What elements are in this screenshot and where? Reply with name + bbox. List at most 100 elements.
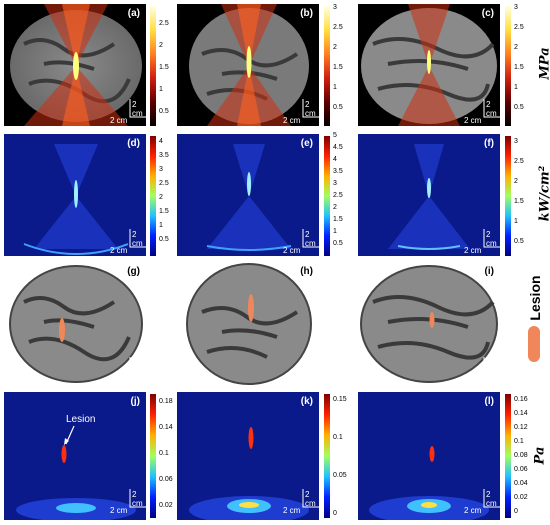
- tick: 2: [333, 204, 337, 211]
- tick: 0.1: [159, 450, 169, 457]
- tick: 0.05: [333, 472, 347, 479]
- scale-bar-v-label: 2 cm: [132, 100, 143, 118]
- tick: 2.5: [159, 180, 169, 187]
- tick: 3: [333, 4, 337, 11]
- tick: 1.5: [333, 64, 343, 71]
- tick: 1: [333, 228, 337, 235]
- scale-bar-h-label: 2 cm: [110, 506, 128, 515]
- scale-bar-v-label: 2 cm: [132, 490, 143, 508]
- pressure-field-image: [189, 4, 309, 126]
- tick: 0.18: [159, 398, 173, 405]
- tick: 0: [514, 508, 518, 515]
- tick: 3: [159, 166, 163, 173]
- tick: 0: [333, 510, 337, 517]
- scale-bar-h-label: 2 cm: [283, 374, 301, 383]
- scale-bar-h-label: 2 cm: [464, 506, 482, 515]
- scale-bar-h-label: 2 cm: [283, 506, 301, 515]
- panel-g: (g) 2 cm 2 cm: [4, 262, 146, 386]
- unit-pa: Pa: [532, 446, 548, 465]
- tick: 1: [159, 86, 163, 93]
- tick: 0.1: [514, 438, 524, 445]
- tick: 3: [514, 4, 518, 11]
- tick: 1.5: [514, 64, 524, 71]
- scale-bar-v-label: 2 cm: [486, 490, 497, 508]
- scale-bar-v-label: 2 cm: [132, 230, 143, 248]
- tick: 0.06: [514, 466, 528, 473]
- scale-bar-h-label: 2 cm: [110, 246, 128, 255]
- tick: 4: [333, 156, 337, 163]
- panel-label: (e): [300, 138, 313, 149]
- intensity-field-image: [23, 144, 129, 255]
- panel-label: (f): [484, 138, 494, 149]
- tick: 2.5: [333, 24, 343, 31]
- panel-k: (k) 2 cm 2 cm: [177, 392, 319, 520]
- panel-a: (a) 2 cm 2 cm: [4, 4, 146, 126]
- pressure-field-image: [361, 4, 497, 126]
- colorbar-l: [505, 394, 511, 518]
- tick: 0.02: [159, 502, 173, 509]
- tick: 0.15: [333, 396, 347, 403]
- lesion-shape: [429, 312, 435, 328]
- tick: 1: [159, 222, 163, 229]
- panel-label: (h): [300, 266, 313, 277]
- colorbar-c: [505, 6, 511, 126]
- colorbar-k: [324, 394, 330, 518]
- colorbar-j: [150, 394, 156, 518]
- tick: 0.14: [514, 410, 528, 417]
- tick: 1: [333, 84, 337, 91]
- scale-bar-v-label: 2 cm: [305, 100, 316, 118]
- tick: 2.5: [159, 20, 169, 27]
- lesion-shape: [248, 294, 254, 322]
- scale-bar-h-label: 2 cm: [110, 116, 128, 125]
- intensity-field-image: [206, 144, 292, 251]
- lesion-anatomy-image: [186, 263, 312, 385]
- tick: 0.12: [514, 424, 528, 431]
- panel-label: (g): [127, 266, 140, 277]
- panel-c: (c) 2 cm 2 cm: [358, 4, 500, 126]
- tick: 0.5: [333, 104, 343, 111]
- lesion-legend-label: Lesion: [527, 275, 543, 321]
- acoustic-pressure-image: [16, 445, 136, 520]
- tick: 2: [159, 42, 163, 49]
- scale-bar-h-label: 2 cm: [464, 246, 482, 255]
- tick: 1: [514, 218, 518, 225]
- panel-e: (e) 2 cm 2 cm: [177, 134, 319, 256]
- panel-label: (b): [300, 8, 313, 19]
- tick: 4: [159, 138, 163, 145]
- colorbar-a: [150, 6, 156, 126]
- colorbar-b: [324, 6, 330, 126]
- scale-bar-h-label: 2 cm: [464, 116, 482, 125]
- tick: 0.1: [333, 434, 343, 441]
- scale-bar-h-label: 2 cm: [283, 246, 301, 255]
- colorbar-e: [324, 136, 330, 256]
- intensity-field-image: [388, 144, 470, 250]
- tick: 0.16: [514, 396, 528, 403]
- panel-d: (d) 2 cm 2 cm: [4, 134, 146, 256]
- pressure-field-image: [10, 4, 142, 126]
- panel-label: (k): [300, 396, 313, 407]
- tick: 0.04: [514, 480, 528, 487]
- panel-b: (b) 2 cm 2 cm: [177, 4, 319, 126]
- tick: 2.5: [514, 24, 524, 31]
- scale-bar-h-label: 2 cm: [464, 374, 482, 383]
- scale-bar-v-label: 2 cm: [486, 358, 497, 376]
- scale-bar-v-label: 2 cm: [132, 358, 143, 376]
- lesion-anatomy-image: [360, 265, 498, 383]
- tick: 2: [514, 178, 518, 185]
- colorbar-f: [505, 136, 511, 256]
- scale-bar-v-label: 2 cm: [305, 358, 316, 376]
- tick: 0.5: [514, 104, 524, 111]
- lesion-anatomy-image: [9, 265, 143, 383]
- tick: 2: [159, 194, 163, 201]
- tick: 3.5: [333, 168, 343, 175]
- lesion-legend-swatch: [528, 326, 540, 362]
- tick: 0.06: [159, 476, 173, 483]
- tick: 3: [333, 180, 337, 187]
- panel-h: (h) 2 cm 2 cm: [177, 262, 319, 386]
- colorbar-d: [150, 136, 156, 256]
- tick: 5: [333, 132, 337, 139]
- panel-i: (i) 2 cm 2 cm: [358, 262, 500, 386]
- panel-label: (l): [484, 396, 494, 407]
- tick: 0.5: [159, 108, 169, 115]
- tick: 2.5: [333, 192, 343, 199]
